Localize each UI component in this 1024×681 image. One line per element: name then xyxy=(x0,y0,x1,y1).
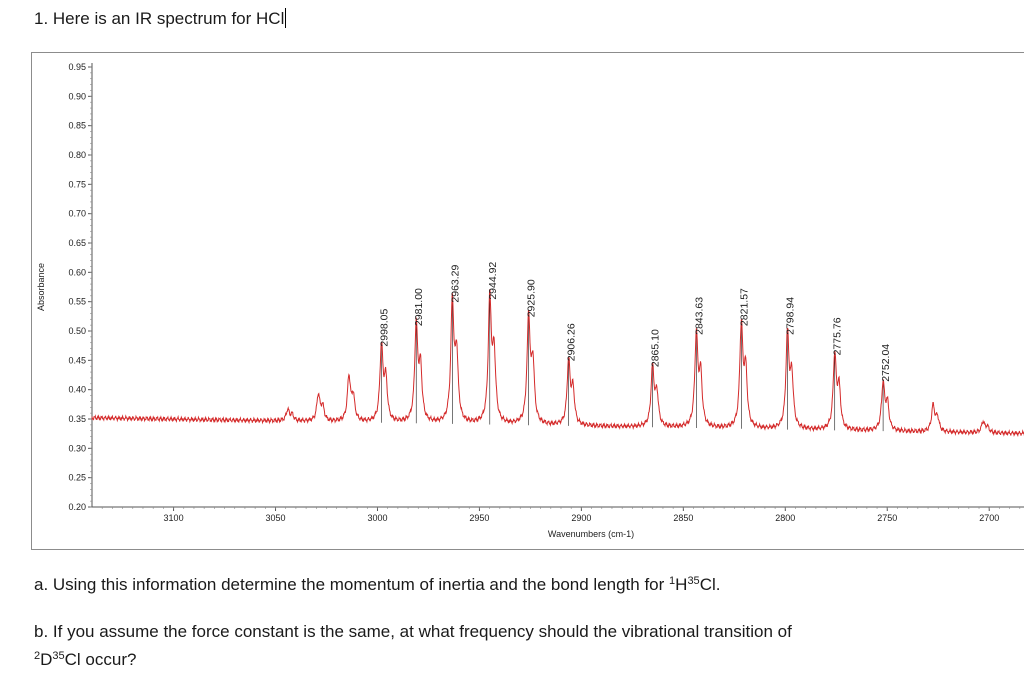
peak-label: 2981.00 xyxy=(413,288,425,326)
x-tick-label: 2850 xyxy=(673,513,693,523)
x-tick-label: 3000 xyxy=(367,513,387,523)
y-tick-label: 0.55 xyxy=(68,297,86,307)
spectrum-series xyxy=(91,289,1024,437)
y-tick-label: 0.95 xyxy=(68,62,86,72)
question-part-a: a. Using this information determine the … xyxy=(34,575,721,594)
y-tick-label: 0.80 xyxy=(68,150,86,160)
y-tick-label: 0.50 xyxy=(68,326,86,336)
peak-label: 2944.92 xyxy=(487,262,499,300)
spectrum-line xyxy=(91,289,1024,437)
peak-label: 2821.57 xyxy=(738,288,750,326)
ir-spectrum-chart: 0.20 0.25 0.30 0.35 0.40 0.45 0.50 0.55 0.60 0.65… xyxy=(31,52,1024,550)
y-tick-label: 0.75 xyxy=(68,179,86,189)
x-tick-label: 3100 xyxy=(164,513,184,523)
peak-label: 2775.76 xyxy=(832,317,844,355)
x-tick-label: 2950 xyxy=(469,513,489,523)
x-axis-label: Wavenumbers (cm-1) xyxy=(548,529,634,539)
peak-labels: 2998.05 2981.00 2963.29 2944.92 2925.90 2906.… xyxy=(378,262,892,382)
peak-label: 2798.94 xyxy=(784,297,796,335)
x-tick-label: 2900 xyxy=(571,513,591,523)
x-tick-label: 2800 xyxy=(775,513,795,523)
y-tick-label: 0.70 xyxy=(68,209,86,219)
y-tick-label: 0.45 xyxy=(68,355,86,365)
y-tick-label: 0.60 xyxy=(68,267,86,277)
peak-label: 2843.63 xyxy=(693,297,705,335)
question-title: 1. Here is an IR spectrum for HCl xyxy=(34,8,287,28)
peak-label: 2963.29 xyxy=(449,264,461,302)
x-tick-label: 3050 xyxy=(266,513,286,523)
peak-label: 2865.10 xyxy=(650,329,662,367)
question-part-b-continued: 2D35Cl occur? xyxy=(34,650,137,669)
y-tick-label: 0.65 xyxy=(68,238,86,248)
x-tick-label: 2700 xyxy=(979,513,999,523)
question-part-b: b. If you assume the force constant is t… xyxy=(34,622,792,641)
y-tick-label: 0.40 xyxy=(68,385,86,395)
y-tick-label: 0.90 xyxy=(68,91,86,101)
y-tick-label: 0.35 xyxy=(68,414,86,424)
peak-label: 2925.90 xyxy=(526,279,538,317)
peak-sticks xyxy=(381,297,884,432)
y-tick-label: 0.20 xyxy=(68,502,86,512)
y-tick-label: 0.25 xyxy=(68,473,86,483)
y-tick-label: 0.85 xyxy=(68,121,86,131)
y-axis-label: Absorbance xyxy=(36,263,46,311)
peak-label: 2752.04 xyxy=(880,344,892,382)
text-caret xyxy=(285,8,287,28)
chart-svg: 0.20 0.25 0.30 0.35 0.40 0.45 0.50 0.55 0.60 0.65… xyxy=(36,62,1024,539)
peak-label: 2998.05 xyxy=(378,308,390,346)
x-tick-label: 2750 xyxy=(877,513,897,523)
chart-axes: 0.20 0.25 0.30 0.35 0.40 0.45 0.50 0.55 0.60 0.65… xyxy=(68,62,1024,523)
y-tick-label: 0.30 xyxy=(68,443,86,453)
peak-label: 2906.26 xyxy=(566,323,578,361)
